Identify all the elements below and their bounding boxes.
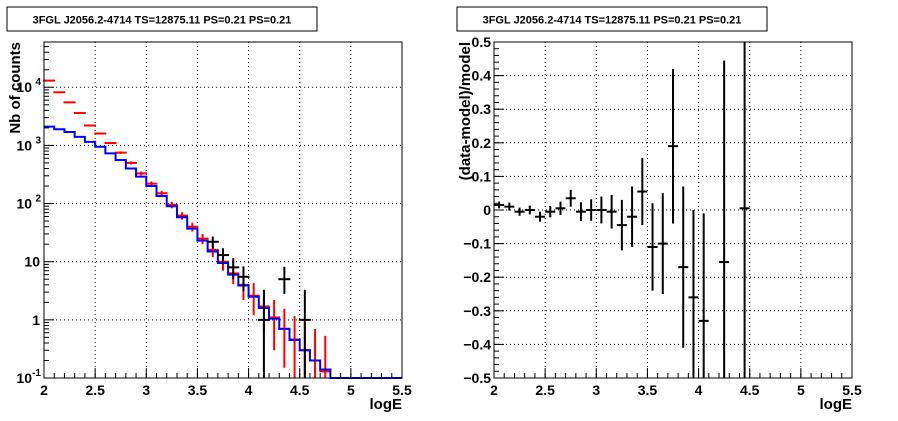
left-y-tick-exponent: 4 [35,77,41,88]
left-ticks [43,41,403,379]
right-title-box [456,6,768,32]
left-title-box [6,6,318,32]
right-y-tick-label: 0.5 [472,34,492,50]
right-ticks [493,41,853,379]
left-y-tick-label: 10 [16,79,32,95]
left-y-tick-label: 10 [16,137,32,153]
left-y-axis-label: Nb of counts [7,42,24,134]
left-x-tick-label: 4 [245,382,253,398]
right-y-tick-label: −0.1 [463,236,491,252]
left-y-tick-label: 10 [24,254,40,270]
right-chart-title: 3FGL J2056.2-4714 TS=12875.11 PS=0.21 PS… [483,15,742,27]
left-y-tick-exponent: 3 [35,135,41,146]
right-x-tick-label: 4.5 [740,382,760,398]
left-x-tick-label: 5 [347,382,355,398]
left-x-tick-labels: 2 2.5 3 3.5 4 4.5 5 5.5 [40,382,412,398]
right-x-tick-label: 3 [592,382,600,398]
left-y-tick-label: 10 [16,370,32,386]
right-x-tick-label: 5.5 [842,382,862,398]
right-x-tick-label: 2.5 [535,382,555,398]
right-series [494,42,750,378]
right-y-tick-label: 0.2 [472,135,492,151]
left-model-histogram-line [44,125,402,379]
left-x-tick-label: 4.5 [290,382,310,398]
left-y-tick-exponent: -1 [32,368,41,379]
right-x-tick-label: 5 [797,382,805,398]
right-x-tick-label: 3.5 [638,382,658,398]
left-x-tick-label: 2.5 [85,382,105,398]
right-y-tick-label: −0.2 [463,269,491,285]
left-x-tick-label: 5.5 [392,382,412,398]
right-y-tick-labels: −0.5 −0.4 −0.3 −0.2 −0.1 0 0.1 0.2 0.3 0.4 0.5 [463,34,491,386]
left-y-tick-exponent: 2 [35,194,41,205]
right-y-tick-label: 0.3 [472,101,492,117]
left-chart-title: 3FGL J2056.2-4714 TS=12875.11 PS=0.21 PS… [33,15,292,27]
left-x-tick-label: 2 [40,382,48,398]
left-series [43,79,402,379]
left-x-axis-label: logE [370,396,403,413]
right-y-tick-label: 0.4 [472,68,492,84]
right-grid [494,42,852,378]
right-y-tick-label: −0.5 [463,370,491,386]
left-chart-panel: 3FGL J2056.2-4714 TS=12875.11 PS=0.21 PS… [6,6,412,413]
right-x-tick-labels: 2 2.5 3 3.5 4 4.5 5 5.5 [490,382,862,398]
right-y-tick-label: −0.4 [463,336,491,352]
right-y-tick-label: 0 [483,202,491,218]
right-y-axis-label: (data-model)/model [457,42,474,180]
left-x-tick-label: 3 [142,382,150,398]
right-x-tick-label: 4 [695,382,703,398]
right-chart-panel: 3FGL J2056.2-4714 TS=12875.11 PS=0.21 PS… [456,6,862,413]
left-plot-frame [43,41,403,379]
right-y-tick-label: 0.1 [472,168,492,184]
right-y-tick-label: −0.3 [463,303,491,319]
right-x-axis-label: logE [820,396,853,413]
left-x-tick-label: 3.5 [188,382,208,398]
left-grid [44,42,402,378]
right-x-tick-label: 2 [490,382,498,398]
left-y-tick-label: 1 [32,312,40,328]
left-y-tick-label: 10 [16,196,32,212]
